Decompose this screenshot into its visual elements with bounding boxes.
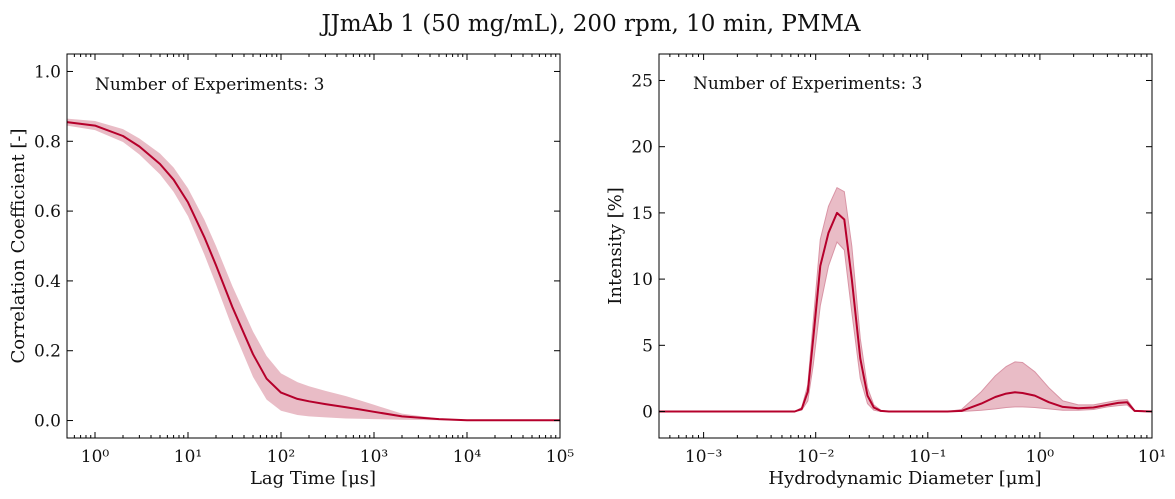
size-x-tick-label: 10⁻² [797,447,834,467]
correlation-x-tick-label: 10⁰ [81,447,110,467]
correlation-annotation: Number of Experiments: 3 [95,75,324,95]
size-x-tick-label: 10⁰ [1026,447,1055,467]
correlation-mean-line [66,121,560,422]
correlation-plot-frame [66,53,561,439]
size-y-axis-label: Intensity [%] [605,187,626,304]
correlation-y-tick-label: 0.4 [34,272,61,292]
size-x-tick-label: 10⁻³ [685,447,722,467]
figure-title: JJmAb 1 (50 mg/mL), 200 rpm, 10 min, PMM… [319,11,860,37]
correlation-x-axis-label: Lag Time [μs] [250,468,376,489]
correlation-y-axis-label: Correlation Coefficient [-] [8,128,29,363]
size-y-tick-label: 10 [631,270,653,290]
correlation-x-tick-label: 10² [267,447,295,467]
correlation-y-tick-label: 0.2 [34,342,61,362]
size-y-tick-label: 0 [642,403,653,423]
size-y-tick-label: 15 [631,204,653,224]
correlation-y-tick-label: 1.0 [34,62,61,82]
correlation-x-tick-label: 10³ [360,447,388,467]
correlation-y-tick-label: 0.8 [34,132,61,152]
size-y-tick-label: 25 [631,71,653,91]
size-x-tick-label: 10¹ [1138,447,1166,467]
correlation-x-tick-label: 10⁴ [453,447,482,467]
size-y-tick-label: 20 [631,138,653,158]
size-annotation: Number of Experiments: 3 [693,74,922,94]
size-y-tick-label: 5 [642,336,653,356]
correlation-y-tick-label: 0.0 [34,412,61,432]
size-mean-line [659,211,1153,413]
size-x-axis-label: Hydrodynamic Diameter [μm] [768,468,1041,489]
correlation-panel: 10⁰ 10¹ 10² 10³ 10⁴ 10⁵ 0.0 0.2 0.4 0.6 0.8 1.0 Num… [8,53,575,489]
size-plot-frame [658,53,1153,439]
correlation-uncertainty-band [67,118,560,421]
size-distribution-panel: 10⁻³ 10⁻² 10⁻¹ 10⁰ 10¹ 0 5 10 15 20 25 Number of E… [605,53,1166,489]
correlation-x-tick-label: 10¹ [174,447,202,467]
size-uncertainty-band [659,187,1153,412]
correlation-y-tick-label: 0.6 [34,202,61,222]
correlation-x-tick-label: 10⁵ [546,447,575,467]
size-x-tick-label: 10⁻¹ [909,447,946,467]
